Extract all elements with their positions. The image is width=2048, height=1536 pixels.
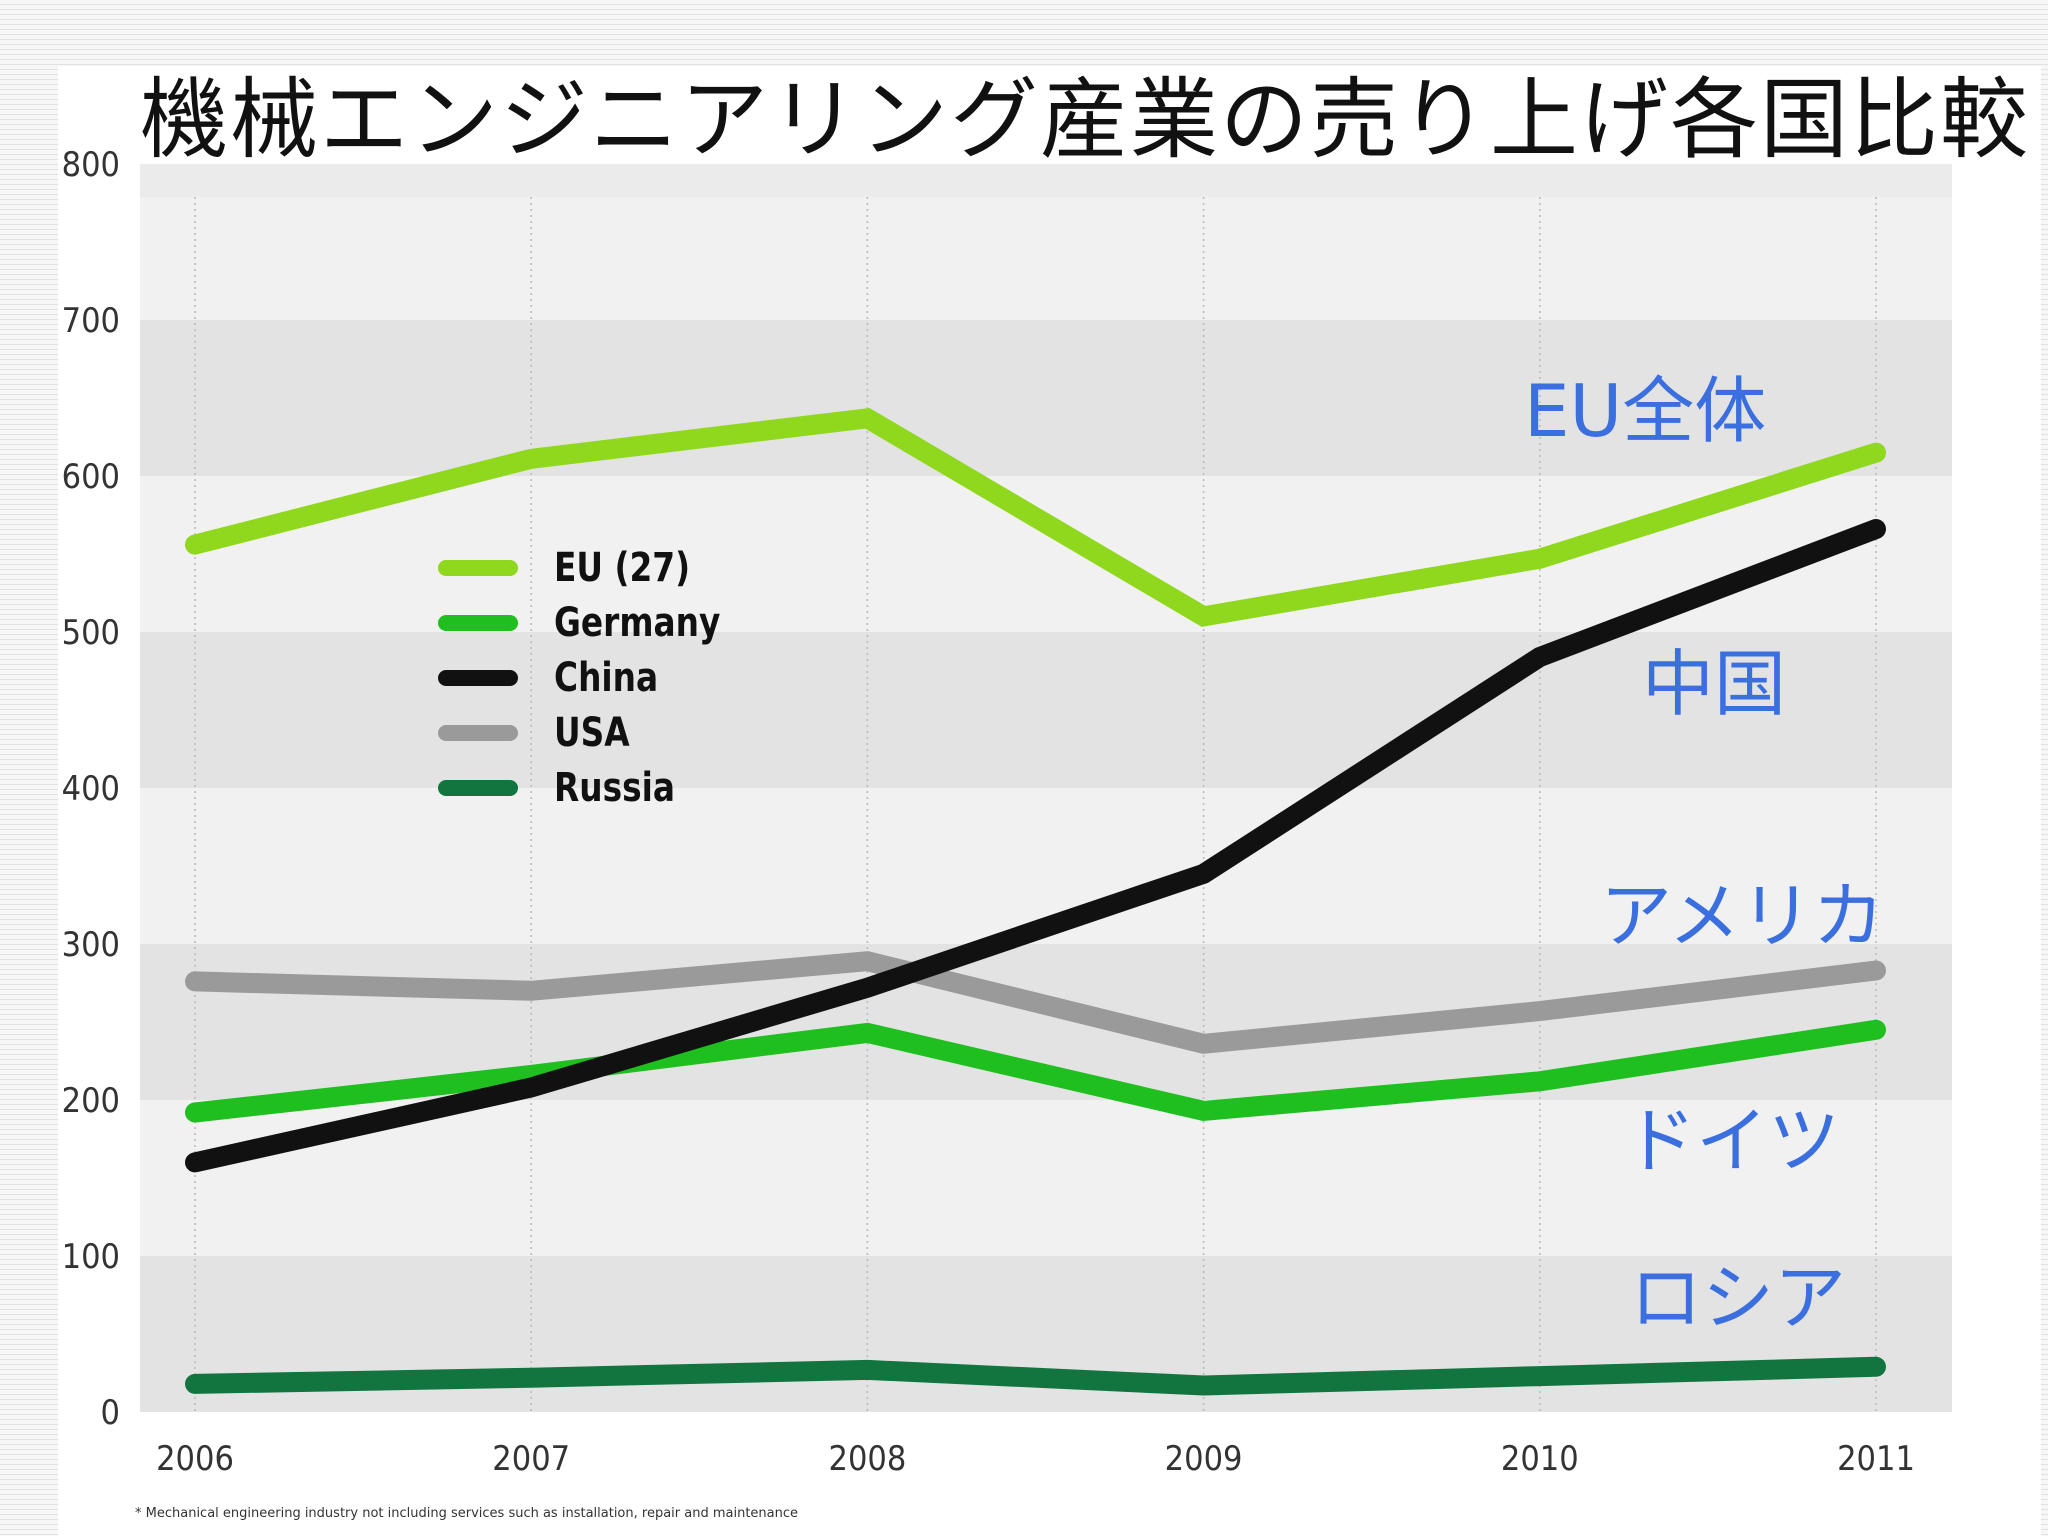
annotation-russia: ロシア	[1630, 1256, 1847, 1340]
grid-band	[140, 632, 1952, 788]
x-tick-label: 2011	[1837, 1439, 1915, 1479]
y-tick-label: 300	[62, 925, 120, 965]
legend-label-eu: EU (27)	[554, 544, 691, 591]
legend-swatch-russia	[438, 779, 518, 796]
y-axis: 0 100 200 300 400 500 600 700 800	[62, 145, 120, 1433]
legend: EU (27) Germany China USA Russia	[438, 540, 757, 815]
legend-item-eu: EU (27)	[438, 540, 757, 595]
series-line-germany	[185, 1019, 1886, 1123]
legend-swatch-eu	[438, 559, 518, 576]
legend-item-germany: Germany	[438, 595, 757, 650]
legend-swatch-germany	[438, 614, 518, 631]
legend-item-china: China	[438, 650, 757, 705]
y-tick-label: 700	[62, 301, 120, 341]
series-line-russia	[185, 1356, 1886, 1396]
series-line-usa	[185, 951, 1886, 1054]
x-axis: 2006 2007 2008 2009 2010 2011	[156, 1439, 1915, 1479]
legend-item-usa: USA	[438, 705, 757, 760]
grid-band	[140, 197, 1952, 320]
x-tick-label: 2009	[1165, 1439, 1243, 1479]
legend-swatch-china	[438, 669, 518, 686]
grid-band	[140, 1100, 1952, 1256]
legend-label-china: China	[554, 654, 659, 701]
plot-background	[140, 164, 1952, 1412]
legend-swatch-usa	[438, 724, 518, 741]
y-tick-label: 400	[62, 769, 120, 809]
annotation-eu: EU全体	[1524, 369, 1767, 453]
x-tick-label: 2006	[156, 1439, 234, 1479]
y-tick-label: 500	[62, 613, 120, 653]
annotation-germany: ドイツ	[1624, 1099, 1841, 1183]
legend-label-usa: USA	[554, 709, 630, 756]
annotation-usa: アメリカ	[1600, 874, 1885, 958]
series-line-eu-27	[185, 407, 1886, 627]
y-tick-label: 200	[62, 1081, 120, 1121]
y-tick-label: 0	[101, 1393, 120, 1433]
x-tick-label: 2010	[1501, 1439, 1579, 1479]
slide-title: 機械エンジニアリング産業の売り上げ各国比較	[140, 68, 2031, 171]
y-tick-label: 600	[62, 457, 120, 497]
footnote: * Mechanical engineering industry not in…	[135, 1506, 799, 1521]
legend-label-germany: Germany	[554, 599, 721, 646]
legend-label-russia: Russia	[554, 764, 676, 811]
series-line-china	[185, 519, 1886, 1173]
y-tick-label: 800	[62, 145, 120, 185]
annotation-china: 中国	[1642, 642, 1787, 726]
series-lines	[185, 407, 1886, 1396]
grid-band	[140, 320, 1952, 476]
x-tick-label: 2008	[828, 1439, 906, 1479]
vertical-gridlines	[194, 197, 1877, 1412]
x-tick-label: 2007	[492, 1439, 570, 1479]
y-tick-label: 100	[62, 1237, 120, 1277]
legend-item-russia: Russia	[438, 760, 757, 815]
